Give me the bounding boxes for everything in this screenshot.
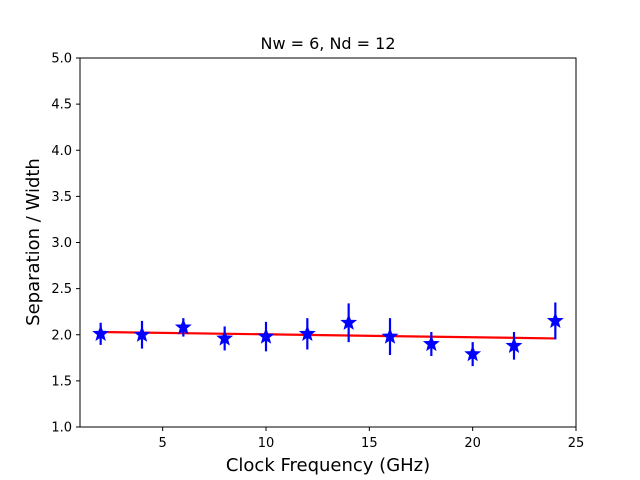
data-point-star xyxy=(298,324,316,341)
y-tick-label: 2.0 xyxy=(51,328,72,343)
x-tick-label: 25 xyxy=(568,436,585,451)
plot-area xyxy=(92,302,564,367)
data-point-star xyxy=(381,327,399,344)
y-tick-label: 1.5 xyxy=(51,374,72,389)
y-axis-label: Separation / Width xyxy=(23,158,44,326)
y-tick-label: 1.0 xyxy=(51,421,72,436)
x-axis-label: Clock Frequency (GHz) xyxy=(226,455,430,476)
data-point-star xyxy=(174,318,192,335)
y-tick-label: 5.0 xyxy=(51,52,72,67)
y-tick-label: 3.5 xyxy=(51,190,72,205)
data-point-star xyxy=(257,327,275,344)
x-tick-label: 20 xyxy=(464,436,481,451)
data-point-star xyxy=(422,335,440,352)
y-tick-label: 4.0 xyxy=(51,144,72,159)
x-tick-label: 10 xyxy=(258,436,275,451)
data-point-star xyxy=(92,324,110,341)
data-point-star xyxy=(505,336,523,353)
data-point-star xyxy=(340,313,358,330)
data-point-star xyxy=(546,312,564,329)
data-point-star xyxy=(464,345,482,362)
fit-line xyxy=(100,330,556,340)
axes: 5 10 15 20 25 1.0 1.5 2.0 2.5 3.0 3.5 4.0 4.5 5.0 xyxy=(51,52,584,452)
x-tick-label: 5 xyxy=(159,436,167,451)
x-tick-label: 15 xyxy=(361,436,378,451)
data-point-star xyxy=(133,325,151,342)
data-point-star xyxy=(216,329,234,346)
y-tick-label: 3.0 xyxy=(51,236,72,251)
y-tick-label: 2.5 xyxy=(51,282,72,297)
plot-frame xyxy=(79,57,577,428)
y-tick-label: 4.5 xyxy=(51,98,72,113)
chart-title: Nw = 6, Nd = 12 xyxy=(260,34,395,53)
